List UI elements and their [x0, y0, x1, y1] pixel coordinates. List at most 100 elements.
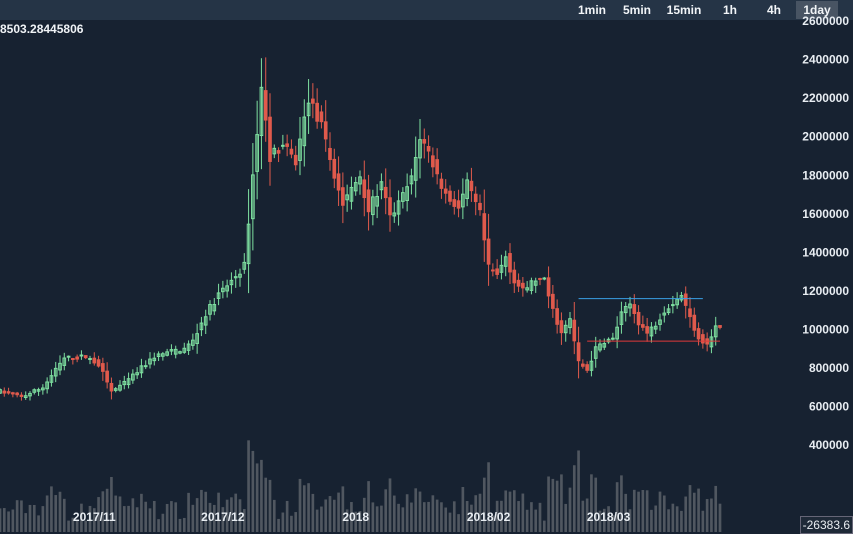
candle-body: [208, 303, 212, 315]
candle-body: [276, 150, 281, 154]
volume-bar: [611, 515, 615, 532]
last-value-box: -26383.6: [799, 516, 853, 534]
timeframe-15min-button[interactable]: 15min: [666, 3, 702, 17]
volume-bar: [315, 509, 319, 532]
volume-bar: [178, 518, 182, 532]
candle-body: [199, 322, 204, 331]
volume-bar: [170, 501, 173, 532]
timeframe-4h-button[interactable]: 4h: [766, 3, 781, 17]
volume-bar: [418, 491, 422, 532]
candle-body: [362, 179, 367, 199]
volume-bar: [435, 499, 439, 532]
candle-body: [396, 200, 401, 215]
candle-body: [238, 273, 242, 278]
volume-bar: [212, 504, 216, 532]
candle-body: [713, 325, 718, 338]
candle-body: [341, 187, 345, 206]
candle-body: [696, 328, 701, 340]
volume-bar: [281, 512, 285, 532]
timeframe-5min-button[interactable]: 5min: [622, 3, 651, 17]
candle-body: [298, 138, 302, 161]
volume-bar: [140, 493, 143, 532]
candle-body: [576, 342, 581, 362]
candle-body: [683, 293, 688, 306]
volume-bar: [24, 513, 28, 532]
candle-body: [671, 304, 675, 307]
x-tick-label: 2018/02: [467, 510, 511, 524]
candle-body: [353, 182, 358, 192]
y-tick-label: 2200000: [802, 91, 849, 105]
timeframe-1h-button[interactable]: 1h: [722, 3, 737, 17]
candle-body: [268, 116, 272, 162]
volume-bar: [628, 509, 632, 532]
volume-bar: [45, 495, 49, 532]
volume-bar: [517, 501, 520, 532]
y-tick-label: 400000: [809, 438, 849, 452]
volume-bar: [187, 492, 190, 532]
candle-body: [529, 280, 534, 291]
volume-bar: [350, 502, 353, 532]
volume-bar: [637, 491, 640, 532]
volume-bar: [465, 501, 469, 532]
candle-body: [49, 375, 54, 383]
volume-bar: [667, 509, 670, 532]
volume-bars: [0, 440, 722, 532]
volume-bar: [448, 512, 452, 532]
volume-bar: [478, 493, 482, 532]
candle-body: [718, 325, 722, 328]
candle-body: [216, 292, 221, 299]
timeframe-1min-button[interactable]: 1min: [577, 3, 606, 17]
x-tick-label: 2017/11: [73, 510, 116, 524]
candle-body: [555, 308, 559, 325]
volume-bar: [225, 499, 229, 532]
volume-bar: [97, 497, 100, 532]
volume-bar: [508, 491, 512, 532]
volume-bar: [590, 474, 593, 532]
volume-bar: [135, 507, 139, 532]
timeframe-1day-button[interactable]: 1day: [796, 1, 838, 19]
volume-bar: [234, 493, 238, 532]
volume-bar: [594, 477, 598, 532]
candle-body: [19, 394, 24, 397]
y-axis: 2600000 2400000 2200000 2000000 1800000 16000…: [802, 14, 849, 452]
candle-body: [645, 326, 649, 334]
volume-bar: [62, 498, 66, 532]
candle-body: [692, 314, 697, 331]
volume-bar: [41, 506, 45, 532]
candle-body: [563, 324, 568, 334]
volume-bar: [122, 506, 126, 532]
candle-body: [598, 343, 602, 351]
candle-body: [345, 194, 349, 201]
volume-bar: [705, 499, 709, 532]
candle-body: [53, 367, 58, 377]
candle-body: [186, 343, 191, 351]
candle-body: [383, 186, 388, 199]
volume-bar: [174, 502, 178, 532]
candle-body: [653, 325, 658, 330]
volume-bar: [341, 486, 345, 532]
volume-bar: [662, 495, 666, 532]
candle-body: [195, 333, 199, 344]
candle-body: [328, 147, 332, 161]
volume-bar: [710, 498, 713, 532]
candle-body: [405, 186, 409, 202]
volume-bar: [354, 511, 358, 532]
volume-bar: [577, 450, 580, 532]
volume-bar: [521, 493, 525, 532]
volume-bar: [714, 485, 718, 532]
candle-body: [336, 173, 341, 191]
volume-bar: [238, 499, 242, 532]
volume-bar: [542, 520, 546, 532]
volume-bar: [20, 500, 23, 532]
candle-body: [632, 304, 637, 315]
candle-body: [203, 316, 208, 326]
candle-body: [422, 139, 427, 144]
volume-bar: [367, 481, 370, 532]
candle-body: [58, 362, 62, 371]
candle-body: [173, 348, 178, 355]
candle-body: [662, 312, 667, 316]
candle-body: [641, 324, 645, 328]
volume-bar: [242, 509, 246, 532]
volume-bar: [221, 507, 225, 532]
